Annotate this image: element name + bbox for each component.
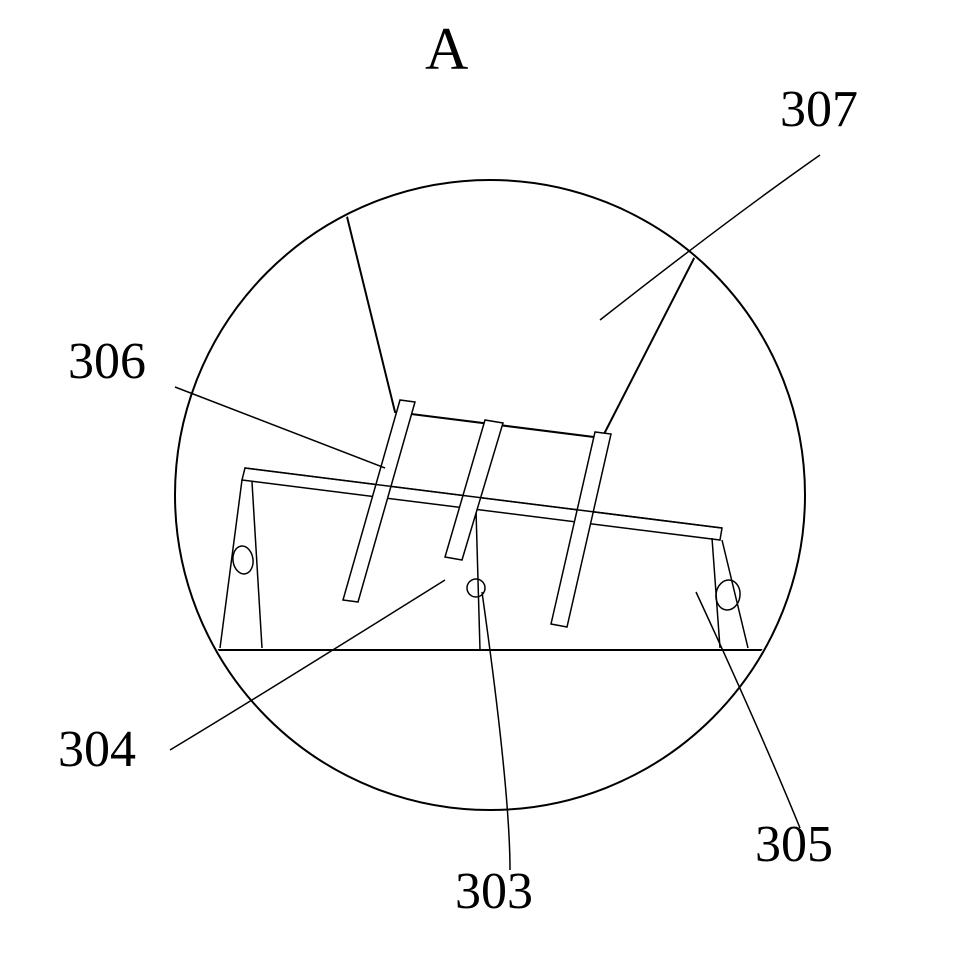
callout-label-305: 305 [755,815,833,874]
slanted-bar-right [551,432,611,627]
frame-right-outer [722,540,748,648]
leader-307 [600,155,820,320]
part-307-funnel [338,180,730,438]
slanted-bar-center-304 [445,420,503,560]
leader-303 [482,592,510,870]
detail-letter: A [425,15,468,84]
callout-label-303: 303 [455,862,533,921]
leader-304 [170,580,445,750]
callout-label-307: 307 [780,80,858,139]
callout-label-306: 306 [68,332,146,391]
diagram-contents [175,180,805,650]
ring-left [231,545,255,576]
detail-circle [175,180,805,810]
callout-label-304: 304 [58,720,136,779]
leader-306 [175,387,385,468]
diagram-canvas: A 307 306 304 303 305 [0,0,973,958]
leader-305 [696,592,800,828]
frame-left-outer [220,480,242,648]
